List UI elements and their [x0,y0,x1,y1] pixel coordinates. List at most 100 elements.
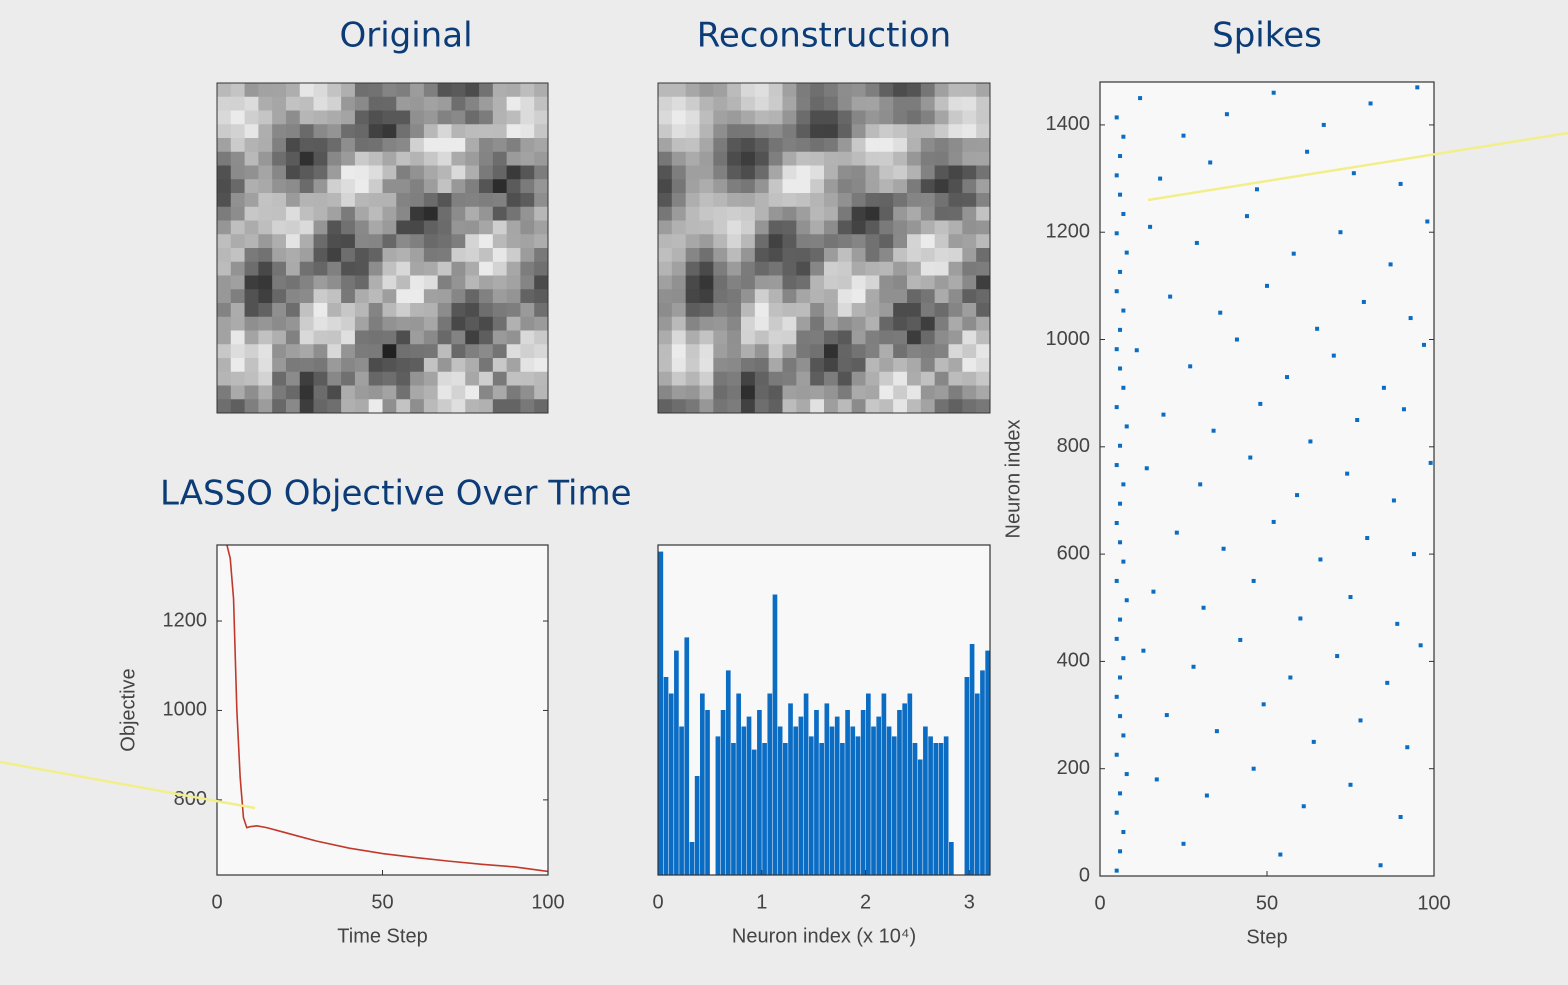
bar [705,710,710,875]
pixel [782,193,797,208]
pixel [962,371,977,386]
pixel [354,179,370,194]
pixel [217,399,232,414]
pixel [907,399,922,414]
pixel [506,206,521,221]
spike-point [1278,852,1283,857]
bar [762,743,767,875]
pixel [423,344,439,359]
pixel [920,220,936,235]
pixel [410,234,425,249]
pixel [727,275,742,290]
pixel [479,344,494,359]
pixel [313,261,328,276]
pixel [671,220,687,235]
pixel [976,165,991,180]
pixel [658,399,673,414]
pixel [506,330,521,345]
pixel [396,179,411,194]
pixel [396,206,411,221]
pixel [230,220,246,235]
pixel [824,179,839,194]
pixel [658,151,673,166]
spike-point [1201,605,1206,610]
pixel [810,275,825,290]
pixel [713,330,728,345]
spike-point [1114,115,1119,120]
pixel [893,385,908,400]
pixel [934,193,949,208]
spike-point [1301,804,1306,809]
pixel [230,206,246,221]
pixel [934,371,949,386]
pixel [699,206,714,221]
pixel [313,220,328,235]
pixel [907,289,922,304]
pixel [934,96,949,111]
pixel [437,138,452,153]
pixel [727,385,742,400]
pixel [796,399,811,414]
pixel [299,385,315,400]
pixel [976,83,991,98]
pixel [934,275,949,290]
pixel [685,220,700,235]
pixel [285,220,301,235]
pixel [341,385,356,400]
pixel [244,371,259,386]
pixel [465,220,480,235]
bar [757,710,762,875]
spike-point [1271,90,1276,95]
pixel [907,138,922,153]
pixel [685,124,700,139]
pixel [354,83,370,98]
pixel [217,303,232,318]
pixel [865,316,880,331]
pixel [327,371,342,386]
pixel [907,316,922,331]
pixel [217,83,232,98]
pixel [258,248,273,263]
pixel [713,248,728,263]
pixel [479,165,494,180]
pixel [962,385,977,400]
pixel [671,248,687,263]
pixel [948,206,963,221]
pixel [506,151,521,166]
pixel [341,220,356,235]
pixel [685,193,700,208]
spike-point [1198,482,1203,487]
spike-point [1355,417,1360,422]
pixel [534,234,549,249]
pixel [313,358,328,373]
annotation-line [1147,131,1568,202]
pixel [879,138,894,153]
pixel [976,248,991,263]
pixel [423,385,439,400]
pixel [410,96,425,111]
pixel [671,151,687,166]
pixel [368,371,383,386]
pixel [506,83,521,98]
pixel [962,138,977,153]
pixel [465,96,480,111]
pixel [451,234,466,249]
pixel [699,83,714,98]
pixel [479,289,494,304]
pixel [272,275,287,290]
pixel [382,399,397,414]
pixel [824,371,839,386]
pixel [837,206,853,221]
pixel [410,385,425,400]
pixel [893,289,908,304]
pixel [465,344,480,359]
pixel [451,220,466,235]
pixel [796,330,811,345]
bar [679,726,684,875]
spike-point [1118,443,1123,448]
pixel [865,275,880,290]
bar [808,736,814,875]
pixel [837,138,853,153]
pixel [217,220,232,235]
